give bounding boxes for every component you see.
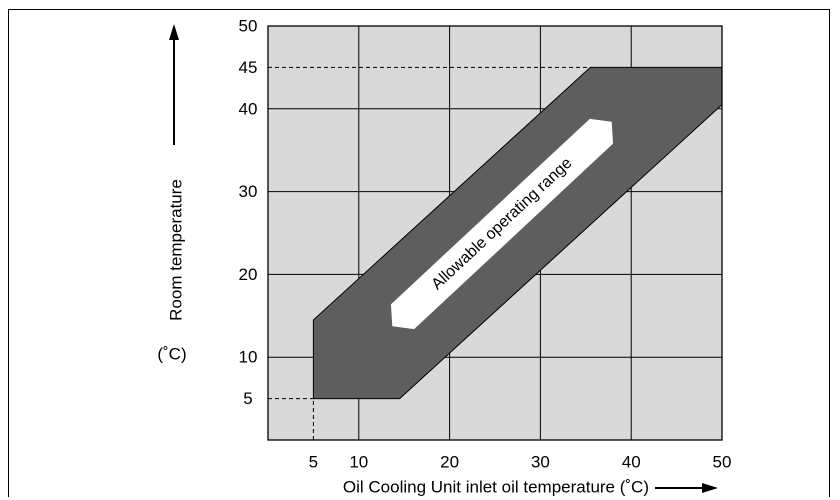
x-axis-arrow [655, 483, 718, 493]
reference-lines [268, 66, 591, 440]
x-tick-label: 10 [349, 453, 368, 472]
y-tick-label: 5 [243, 389, 252, 408]
y-tick-label: 20 [239, 265, 258, 284]
y-axis-label: Room temperature [167, 179, 186, 321]
x-axis-label: Oil Cooling Unit inlet oil temperature (… [343, 478, 649, 497]
y-axis-unit: (˚C) [157, 345, 186, 364]
y-axis-arrow [169, 24, 179, 145]
y-tick-labels: 5 10 20 30 40 45 50 [239, 17, 258, 409]
band-label-box [390, 118, 614, 330]
figure-frame [8, 9, 830, 497]
y-tick-label: 40 [239, 99, 258, 118]
y-tick-label: 10 [239, 348, 258, 367]
x-tick-label: 30 [531, 453, 550, 472]
plot-border [267, 25, 723, 441]
x-tick-label: 20 [440, 453, 459, 472]
y-tick-label: 45 [239, 58, 258, 77]
y-tick-label: 30 [239, 182, 258, 201]
x-tick-labels: 5 10 20 30 40 50 [309, 453, 732, 472]
x-tick-label: 40 [622, 453, 641, 472]
y-tick-label: 50 [239, 17, 258, 36]
x-tick-label: 5 [309, 453, 318, 472]
x-tick-label: 50 [713, 453, 732, 472]
